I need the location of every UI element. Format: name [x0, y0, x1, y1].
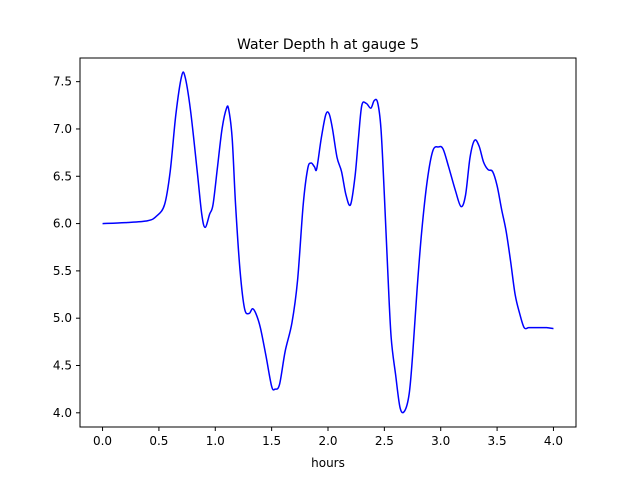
x-tick-label: 4.0	[544, 434, 563, 448]
y-tick-label: 4.0	[53, 406, 72, 420]
axis-ticks: 0.0 0.5 1.0 1.5 2.0 2.5 3.0 3.5 4.0 4.0 4.5 5.0 5.5 6…	[53, 75, 563, 448]
y-tick-label: 5.5	[53, 264, 72, 278]
series-line	[102, 71, 554, 414]
x-tick-label: 3.0	[431, 434, 450, 448]
x-tick-label: 0.5	[149, 434, 168, 448]
chart-title: Water Depth h at gauge 5	[237, 37, 419, 53]
x-tick-label: 0.0	[93, 434, 112, 448]
x-axis-label: hours	[311, 456, 345, 470]
y-tick-label: 4.5	[53, 359, 72, 373]
plot-border	[79, 57, 577, 428]
y-tick-label: 5.0	[53, 311, 72, 325]
x-tick-label: 1.5	[262, 434, 281, 448]
plot-area	[80, 58, 576, 427]
y-tick-label: 7.5	[53, 75, 72, 89]
x-tick-label: 2.5	[375, 434, 394, 448]
x-tick-label: 2.0	[318, 434, 337, 448]
x-tick-label: 3.5	[488, 434, 507, 448]
y-tick-label: 7.0	[53, 122, 72, 136]
x-tick-label: 1.0	[206, 434, 225, 448]
y-tick-label: 6.5	[53, 169, 72, 183]
y-tick-label: 6.0	[53, 217, 72, 231]
